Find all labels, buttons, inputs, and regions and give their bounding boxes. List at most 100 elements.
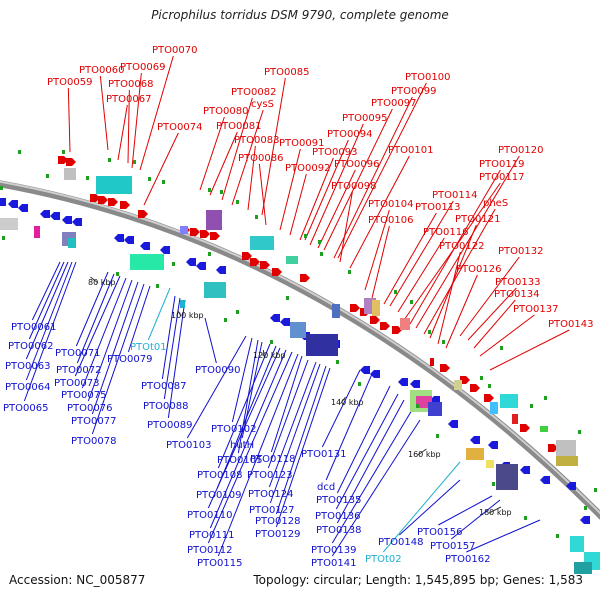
feature-tick-dot <box>556 534 559 538</box>
reverse-gene-leader-PTO0103 <box>186 335 247 439</box>
reverse-gene-leader-PTO0079 <box>127 285 151 353</box>
tick-label-160kbp: 160 kbp <box>408 450 441 459</box>
forward-gene-label-PTO0070: PTO0070 <box>152 45 197 56</box>
reverse-gene-label-hutH: hutH <box>230 440 254 451</box>
forward-gene-label-PTO0092: PTO0092 <box>285 163 330 174</box>
forward-gene-arrow <box>392 326 402 334</box>
feature-tick-dot <box>394 290 397 294</box>
forward-gene-leader-PTO0091 <box>279 148 301 231</box>
tick-mark <box>262 349 265 357</box>
forward-gene-leader-PTO0099 <box>333 96 413 259</box>
forward-gene-leader-pheS <box>423 208 496 335</box>
forward-gene-arrow <box>484 394 494 402</box>
forward-gene-label-PTO0081: PTO0081 <box>216 121 261 132</box>
forward-gene-leader-PTO0068 <box>127 89 130 164</box>
feature-tick-dot <box>500 346 503 350</box>
forward-gene-label-PTO0134: PTO0134 <box>494 289 539 300</box>
forward-gene-leader-PTO0101 <box>349 155 410 269</box>
forward-gene-label-PTO0074: PTO0074 <box>157 122 202 133</box>
reverse-gene-leader-PTO0075 <box>81 277 127 389</box>
reverse-gene-label-PTO0087: PTO0087 <box>141 381 186 392</box>
feature-tick-dot <box>255 215 258 219</box>
forward-gene-arrow <box>90 194 100 202</box>
reverse-gene-label-PTO0136: PTO0136 <box>315 511 360 522</box>
forward-gene-arrow <box>98 196 108 204</box>
reverse-gene-leader-PTO0076 <box>87 279 133 402</box>
reverse-gene-arrow <box>540 476 550 484</box>
feature-tick-dot <box>578 430 581 434</box>
forward-gene-leader-PTO0082 <box>221 97 253 201</box>
feature-tick-dot <box>224 318 227 322</box>
feature-tick-dot <box>442 340 445 344</box>
reverse-gene-label-PTO0156: PTO0156 <box>417 527 462 538</box>
forward-gene-label-PTO0106: PTO0106 <box>368 215 413 226</box>
feature-block <box>290 322 306 338</box>
forward-gene-label-PTO0119: PTO0119 <box>479 159 524 170</box>
reverse-gene-leader-PTO0065 <box>23 261 77 402</box>
forward-gene-label-PTO0094: PTO0094 <box>327 129 372 140</box>
forward-gene-arrow <box>58 156 68 164</box>
forward-gene-arrow <box>470 384 480 392</box>
feature-block <box>332 304 340 318</box>
forward-gene-arrow <box>300 274 310 282</box>
feature-tick-dot <box>18 150 21 154</box>
forward-gene-label-PTO0069: PTO0069 <box>120 62 165 73</box>
feature-block <box>68 238 76 248</box>
feature-tick-dot <box>0 186 3 190</box>
forward-gene-leader-PTO0069 <box>131 72 142 169</box>
kbp-ticks: 80 kbp 100 kbp 120 kbp 140 kbp 160 kbp 180 kb… <box>88 276 512 517</box>
forward-gene-leader-PTO0119 <box>409 169 501 325</box>
reverse-gene-leader-PTO0072 <box>76 273 115 364</box>
reverse-gene-leader-PTO0063 <box>25 261 69 360</box>
feature-tick-dot <box>488 384 491 388</box>
forward-gene-label-PTO0113: PTO0113 <box>415 202 460 213</box>
feature-block <box>400 318 410 330</box>
forward-gene-leader-PTO0143 <box>489 329 570 371</box>
reverse-gene-arrow <box>488 441 498 449</box>
reverse-gene-leader-PTO0110 <box>207 347 281 509</box>
reverse-gene-label-PTO0128: PTO0128 <box>255 516 300 527</box>
forward-gene-arrow <box>520 424 530 432</box>
forward-gene-leader-PTO0086 <box>258 163 267 226</box>
forward-gene-arrow <box>440 364 450 372</box>
reverse-gene-label-PTO0064: PTO0064 <box>5 382 50 393</box>
feature-block <box>0 218 18 230</box>
reverse-gene-label-PTO0118: PTO0118 <box>250 454 295 465</box>
forward-gene-leader-PTO0100 <box>337 82 427 259</box>
tick-mark <box>488 506 502 514</box>
forward-gene-leader-PTO0106 <box>371 225 390 299</box>
feature-block <box>556 456 578 466</box>
reverse-gene-arrow <box>8 200 18 208</box>
feature-block <box>130 254 164 270</box>
reverse-gene-leader-PTO0108 <box>217 343 271 469</box>
feature-tick-dot <box>286 296 289 300</box>
reverse-gene-leader-PTO0148 <box>399 479 461 536</box>
feature-tick-dot <box>336 360 339 364</box>
genome-summary: Topology: circular; Length: 1,545,895 bp… <box>253 573 583 587</box>
reverse-gene-arrow <box>370 370 380 378</box>
forward-gene-leader-PTO0070 <box>139 55 174 171</box>
feature-tick-dot <box>148 177 151 181</box>
reverse-gene-label-PTO0103: PTO0103 <box>166 440 211 451</box>
feature-tick-dot <box>318 240 321 244</box>
forward-gene-label-PTO0120: PTO0120 <box>498 145 543 156</box>
feature-block <box>574 562 592 574</box>
reverse-gene-arrow <box>186 258 196 266</box>
reverse-gene-label-PTO0076: PTO0076 <box>67 403 112 414</box>
forward-gene-leader-PTO0098 <box>339 191 353 263</box>
reverse-gene-label-PTO0088: PTO0088 <box>143 401 188 412</box>
feature-tick-dot <box>133 160 136 164</box>
reverse-gene-label-PTO0109: PTO0109 <box>196 490 241 501</box>
reverse-gene-arrow <box>124 236 134 244</box>
feature-tick-dot <box>236 310 239 314</box>
reverse-gene-label-PTO0062: PTO0062 <box>8 341 53 352</box>
reverse-gene-leader-PTO0128 <box>275 365 327 515</box>
forward-gene-arrow <box>210 232 220 240</box>
forward-gene-label-PTO0099: PTO0099 <box>391 86 436 97</box>
reverse-gene-arrow <box>40 210 50 218</box>
forward-gene-label-PTO0085: PTO0085 <box>264 67 309 78</box>
rna-gene-leader-PTOt01 <box>147 287 171 341</box>
feature-block <box>486 460 494 468</box>
